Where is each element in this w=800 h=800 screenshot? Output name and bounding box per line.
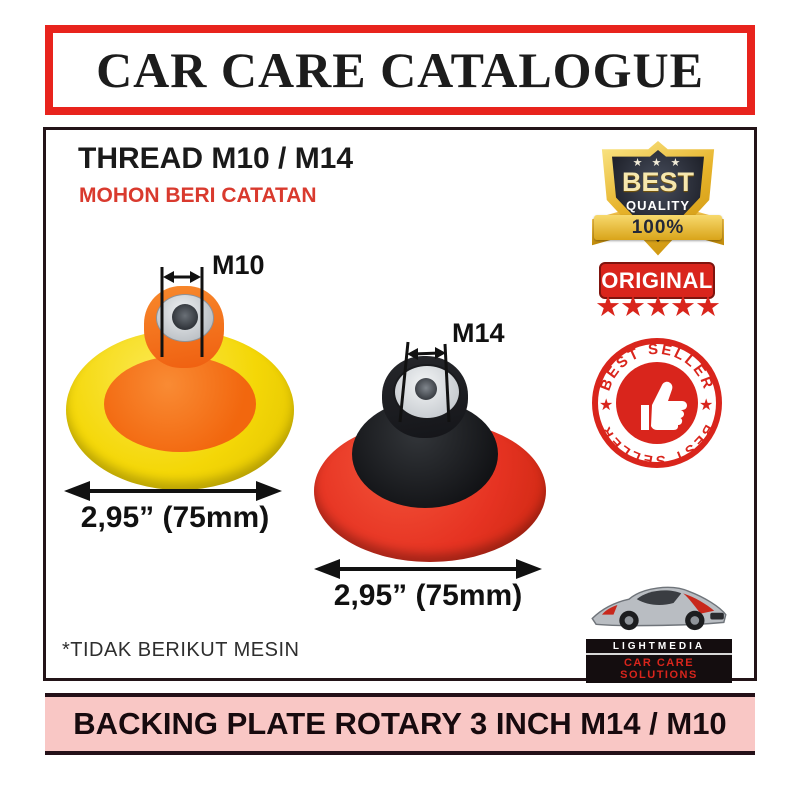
m14-width-arrow: [314, 559, 542, 579]
badge-percent-text: 100%: [631, 217, 685, 238]
logo-name: LIGHTMEDIA: [586, 639, 732, 655]
seal-star-right: ★: [699, 397, 713, 414]
m10-width-arrow: [64, 481, 282, 501]
best-seller-seal-icon: BEST SELLER BEST SELLER ★ ★: [592, 338, 722, 469]
thread-title: THREAD M10 / M14: [78, 142, 354, 175]
thread-label-m10: M10: [212, 250, 265, 280]
thread-label-m14: M14: [452, 318, 505, 348]
product-title-banner: BACKING PLATE ROTARY 3 INCH M14 / M10: [45, 693, 755, 755]
diameter-label-m14: 2,95” (75mm): [333, 579, 523, 612]
product-title: BACKING PLATE ROTARY 3 INCH M14 / M10: [73, 706, 727, 741]
ribbon-band: [594, 215, 722, 240]
note-text: MOHON BERI CATATAN: [79, 184, 317, 207]
machine-not-included-note: *TIDAK BERIKUT MESIN: [62, 639, 300, 661]
logo-tagline: CAR CARE SOLUTIONS: [586, 655, 732, 683]
seal-star-left: ★: [599, 397, 613, 414]
pad-cone-orange: [104, 356, 256, 452]
diameter-label-m10: 2,95” (75mm): [80, 501, 270, 534]
sports-car-icon: [591, 586, 727, 631]
badge-best-text: BEST: [621, 167, 694, 197]
badge-quality-text: QUALITY: [625, 198, 691, 213]
original-label: ORIGINAL: [601, 267, 713, 293]
brand-logo: LIGHTMEDIA CAR CARE SOLUTIONS: [586, 574, 732, 683]
m14-dimension-lines: [398, 341, 451, 423]
catalogue-header: CAR CARE CATALOGUE: [45, 25, 755, 115]
m10-dimension-lines: [160, 267, 204, 357]
thumbs-up-icon: [641, 381, 687, 430]
best-quality-badge: ★ ★ ★ BEST QUALITY 100%: [592, 141, 724, 259]
original-badge: ORIGINAL: [599, 262, 715, 299]
catalogue-title: CAR CARE CATALOGUE: [96, 42, 704, 98]
thread-hole-m14: [415, 378, 437, 400]
best-seller-badge: BEST SELLER BEST SELLER ★ ★: [591, 337, 723, 469]
rating-stars: ★★★★★: [595, 291, 721, 323]
badge-stars: ★ ★ ★: [632, 157, 684, 169]
thread-hole-m10: [172, 304, 198, 330]
